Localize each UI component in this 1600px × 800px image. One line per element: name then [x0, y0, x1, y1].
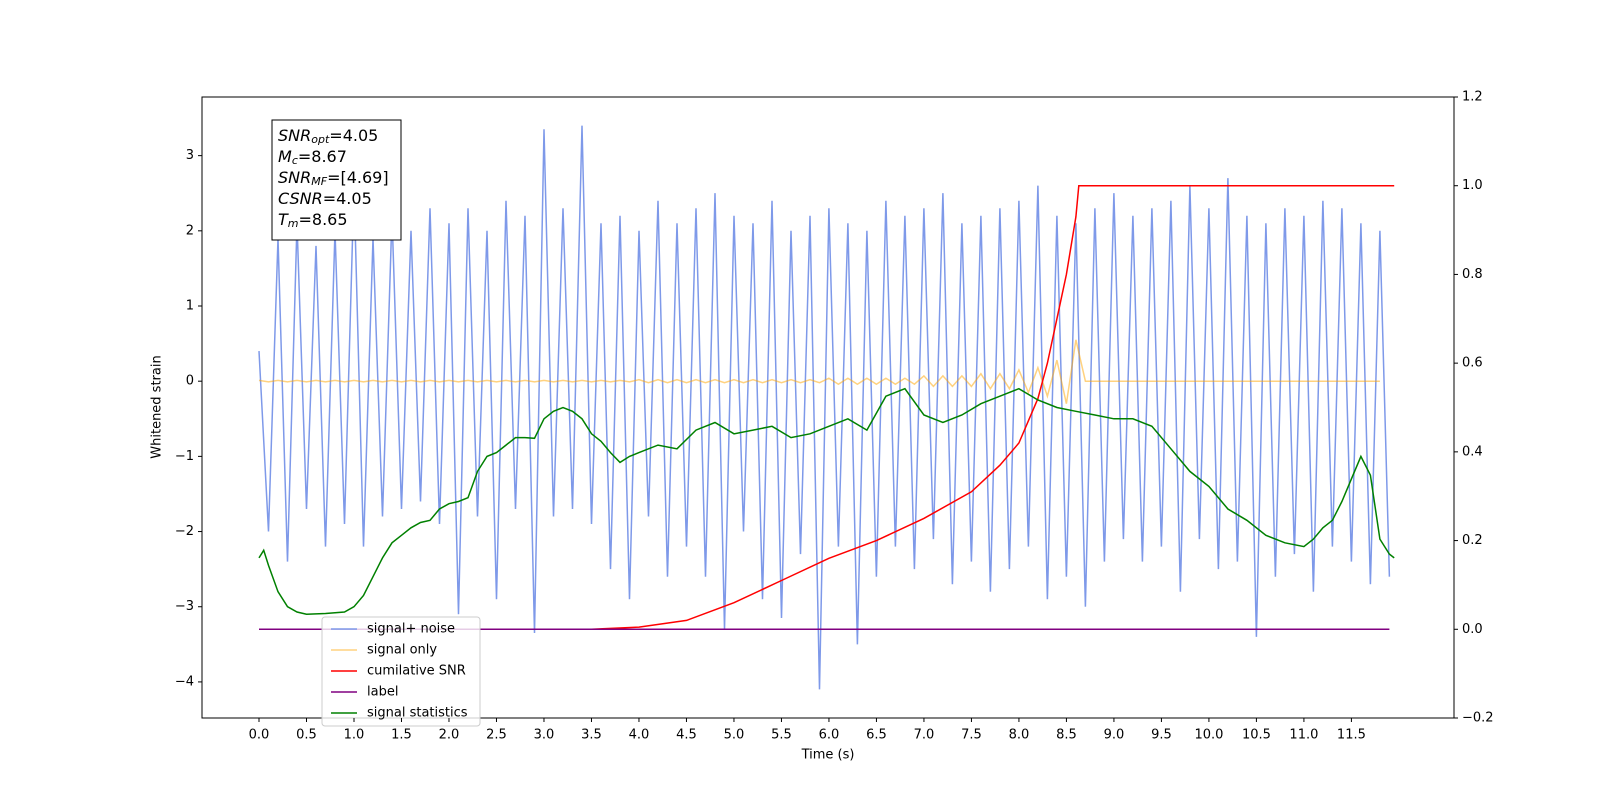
x-tick-label: 9.0 — [1104, 728, 1125, 743]
annotation-symbol: CSNR — [278, 189, 323, 208]
annotation-frame — [271, 119, 402, 241]
y-tick-label: −2 — [175, 524, 194, 539]
annotation-symbol: T — [278, 210, 289, 229]
x-tick-label: 4.0 — [629, 728, 650, 743]
y2-tick-label: 1.2 — [1462, 90, 1483, 105]
x-tick-label: 6.0 — [819, 728, 840, 743]
x-tick-label: 11.0 — [1289, 728, 1318, 743]
annotation-value: =[4.69] — [327, 168, 389, 187]
annotation-value: =4.05 — [329, 126, 378, 145]
y-tick-label: −3 — [175, 599, 194, 614]
x-tick-label: 11.5 — [1337, 728, 1366, 743]
x-tick-label: 2.0 — [439, 728, 460, 743]
annotation-line: Tm=8.65 — [278, 210, 348, 231]
y-tick-label: 1 — [186, 299, 194, 314]
x-tick-label: 0.5 — [296, 728, 317, 743]
y-tick-label: 0 — [186, 374, 194, 389]
x-tick-label: 7.5 — [961, 728, 982, 743]
y-axis-label: Whitened strain — [150, 355, 165, 458]
annotation-line: SNRMF=[4.69] — [278, 168, 389, 189]
annotation-subscript: m — [288, 217, 299, 230]
y-tick-label: −1 — [175, 449, 194, 464]
x-tick-label: 6.5 — [866, 728, 887, 743]
x-tick-label: 4.5 — [676, 728, 697, 743]
annotation-symbol: SNR — [278, 168, 311, 187]
legend-label: signal+ noise — [367, 622, 455, 637]
annotation-subscript: MF — [311, 175, 327, 188]
x-tick-label: 1.5 — [391, 728, 412, 743]
x-tick-label: 3.0 — [534, 728, 555, 743]
y2-tick-label: 1.0 — [1462, 178, 1483, 193]
x-tick-label: 8.5 — [1056, 728, 1077, 743]
axes-frame — [201, 96, 1455, 719]
x-tick-label: 2.5 — [486, 728, 507, 743]
annotation-value: =4.05 — [323, 189, 372, 208]
legend-label: signal only — [367, 643, 437, 658]
annotation-symbol: SNR — [278, 126, 311, 145]
y-tick-label: 2 — [186, 223, 194, 238]
annotation-value: =8.65 — [299, 210, 348, 229]
x-axis-label: Time (s) — [801, 748, 855, 763]
annotation-subscript: opt — [311, 133, 330, 146]
y-tick-label: −4 — [175, 674, 194, 689]
x-tick-label: 3.5 — [581, 728, 602, 743]
y2-tick-label: 0.4 — [1462, 444, 1483, 459]
legend-label: signal statistics — [367, 706, 468, 721]
series-line — [259, 184, 1395, 631]
annotation-symbol: M — [278, 147, 292, 166]
x-tick-label: 5.0 — [724, 728, 745, 743]
y2-tick-label: −0.2 — [1462, 711, 1494, 726]
annotation-line: CSNR=4.05 — [278, 189, 372, 208]
y2-tick-label: 0.0 — [1462, 622, 1483, 637]
x-tick-label: 10.5 — [1242, 728, 1271, 743]
x-tick-label: 10.0 — [1194, 728, 1223, 743]
x-tick-label: 9.5 — [1151, 728, 1172, 743]
annotation-box: SNRopt=4.05Mc=8.67SNRMF=[4.69]CSNR=4.05T… — [271, 119, 402, 241]
x-tick-label: 7.0 — [914, 728, 935, 743]
annotation-value: =8.67 — [298, 147, 347, 166]
y-tick-label: 3 — [186, 148, 194, 163]
legend-label: cumilative SNR — [367, 664, 466, 679]
x-tick-label: 8.0 — [1009, 728, 1030, 743]
legend-label: label — [367, 685, 398, 700]
y2-tick-label: 0.2 — [1462, 533, 1483, 548]
annotation-line: Mc=8.67 — [278, 147, 347, 168]
series-line — [258, 387, 1395, 615]
series-line — [258, 339, 1380, 404]
x-tick-label: 1.0 — [344, 728, 365, 743]
y2-tick-label: 0.6 — [1462, 356, 1483, 371]
annotation-line: SNRopt=4.05 — [278, 126, 378, 147]
legend-frame — [321, 616, 481, 727]
series-line — [258, 125, 1391, 690]
annotation-subscript: c — [292, 154, 298, 167]
y2-tick-label: 0.8 — [1462, 267, 1483, 282]
x-tick-label: 0.0 — [249, 728, 270, 743]
legend: signal+ noise signal only cumilative SNR la… — [321, 616, 481, 727]
x-tick-label: 5.5 — [771, 728, 792, 743]
